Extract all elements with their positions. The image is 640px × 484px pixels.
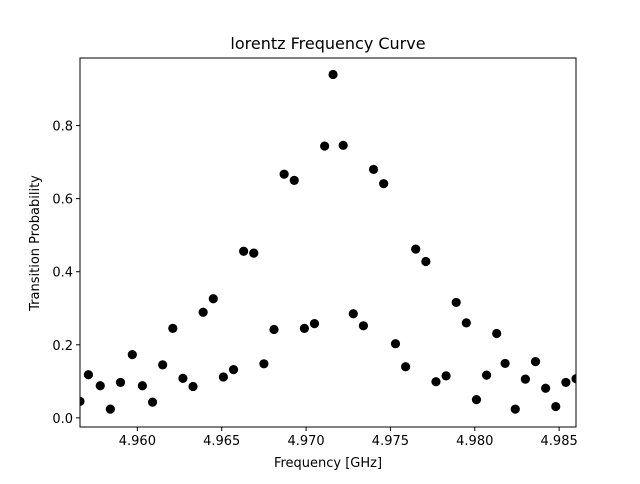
data-point	[368, 164, 379, 175]
data-point	[158, 360, 168, 370]
data-point	[451, 297, 461, 308]
y-tick-label: 0.0	[52, 412, 73, 427]
data-point	[411, 244, 421, 254]
data-point	[390, 339, 401, 349]
data-point	[401, 362, 411, 372]
x-tick-label: 4.975	[372, 434, 409, 449]
data-point	[83, 370, 94, 380]
data-point	[137, 381, 148, 391]
x-tick-label: 4.965	[203, 434, 240, 449]
data-point	[348, 309, 358, 319]
data-point	[188, 381, 198, 392]
data-point	[481, 370, 492, 380]
data-point	[461, 318, 471, 328]
x-tick-label: 4.980	[456, 434, 493, 449]
data-point	[178, 373, 188, 384]
data-point	[228, 365, 239, 375]
data-point	[379, 179, 389, 189]
y-tick-label: 0.6	[52, 193, 73, 208]
plot-frame	[79, 57, 577, 428]
data-point	[421, 256, 431, 267]
y-tick-label: 0.8	[52, 120, 73, 135]
x-axis-label: Frequency [GHz]	[274, 456, 382, 471]
data-point	[168, 323, 178, 333]
data-point	[338, 140, 348, 150]
data-point	[289, 175, 299, 185]
data-point	[147, 397, 158, 407]
y-tick-label: 0.4	[52, 266, 73, 281]
data-point	[249, 248, 259, 258]
data-point	[551, 401, 561, 412]
data-point	[198, 307, 208, 317]
data-point	[328, 69, 338, 80]
data-point	[80, 396, 85, 407]
data-point	[218, 372, 229, 382]
data-point	[441, 371, 451, 381]
data-point	[471, 394, 482, 405]
data-point	[500, 358, 510, 369]
data-point	[299, 323, 309, 333]
data-point	[239, 246, 249, 256]
data-point	[269, 324, 279, 335]
data-point	[541, 383, 551, 393]
data-point	[520, 374, 530, 384]
data-point	[510, 404, 520, 414]
data-point	[571, 374, 576, 384]
y-tick-label: 0.2	[52, 339, 73, 354]
data-points	[80, 69, 576, 414]
x-axis-ticks: 4.960 4.965 4.970 4.975 4.980 4.985	[119, 427, 578, 449]
data-point	[208, 294, 218, 304]
data-point	[530, 357, 541, 367]
data-point	[115, 377, 126, 388]
x-tick-label: 4.960	[119, 434, 156, 449]
data-point	[431, 377, 441, 387]
data-point	[358, 321, 369, 331]
data-point	[309, 319, 320, 329]
data-point	[561, 377, 571, 388]
x-tick-label: 4.970	[287, 434, 324, 449]
data-point	[492, 328, 502, 339]
data-point	[95, 381, 105, 391]
data-point	[105, 404, 115, 414]
y-axis-label: Transition Probability	[28, 175, 43, 312]
y-axis-ticks: 0.0 0.2 0.4 0.6 0.8	[52, 120, 80, 427]
data-point	[127, 350, 137, 360]
x-tick-label: 4.985	[541, 434, 578, 449]
data-point	[279, 169, 289, 179]
data-point	[320, 141, 330, 151]
data-point	[259, 359, 269, 369]
chart-title: lorentz Frequency Curve	[230, 34, 425, 53]
